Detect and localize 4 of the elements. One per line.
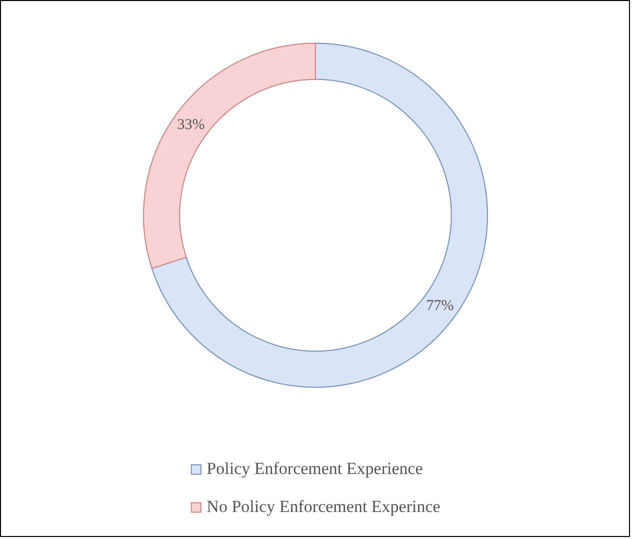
data-label: 33% [177,116,205,133]
legend-label: No Policy Enforcement Experince [206,497,440,517]
data-label: 77% [426,298,454,314]
legend-label: Policy Enforcement Experience [206,459,423,479]
